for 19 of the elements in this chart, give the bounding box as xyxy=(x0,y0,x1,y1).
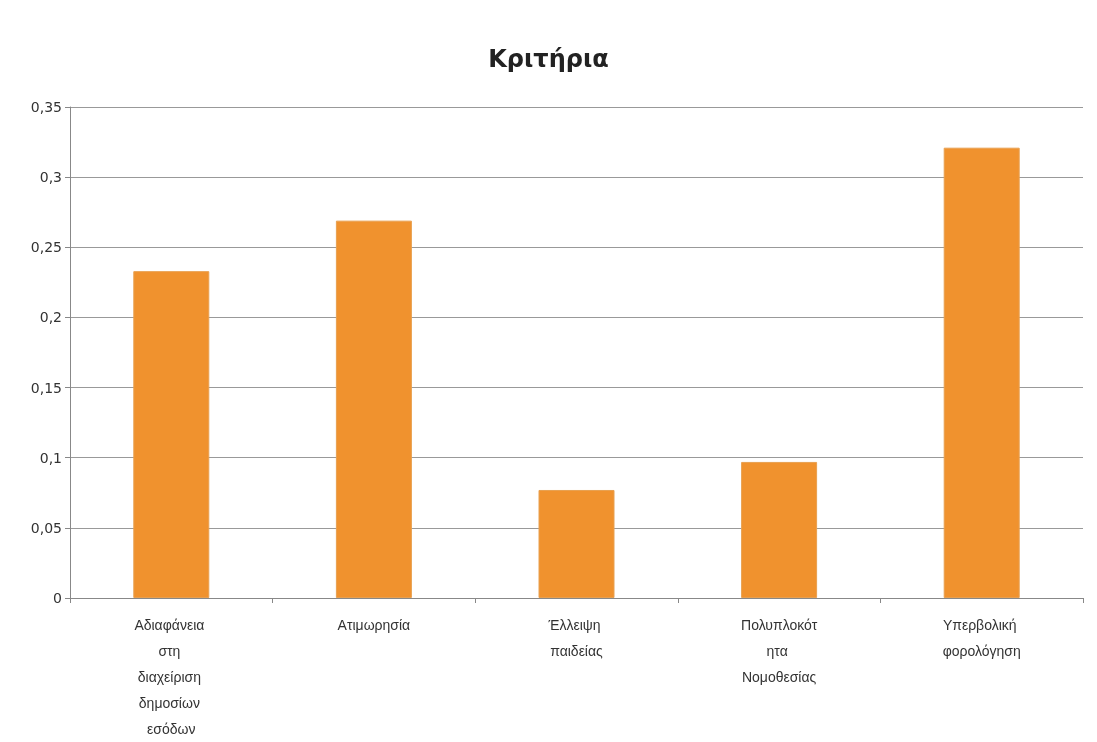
x-tick-label: Αδιαφάνεια στη διαχείριση δημοσίων εσόδων xyxy=(134,617,209,737)
x-tick-label: Πολυπλοκότητα Νομοθεσίας xyxy=(741,617,818,685)
y-tick-label: 0 xyxy=(53,590,62,606)
y-tick-label: 0,3 xyxy=(39,169,62,186)
x-tick-label: Υπερβολική φορολόγηση xyxy=(942,617,1021,659)
y-tick-label: 0,05 xyxy=(30,519,62,536)
bar xyxy=(335,220,412,598)
x-tick-label: Ατιμωρησία xyxy=(337,617,411,633)
x-tick-label: Έλλειψη παιδείας xyxy=(547,617,605,659)
y-tick-label: 0,35 xyxy=(30,99,62,115)
y-tick-label: 0,1 xyxy=(39,449,62,466)
bar xyxy=(538,489,615,598)
bar xyxy=(741,461,818,598)
y-tick-label: 0,25 xyxy=(30,239,62,256)
y-tick-label: 0,2 xyxy=(39,309,62,326)
bar xyxy=(943,147,1020,598)
bar xyxy=(133,271,210,598)
chart-title: Κριτήρια xyxy=(488,45,609,73)
y-tick-label: 0,15 xyxy=(30,379,62,396)
